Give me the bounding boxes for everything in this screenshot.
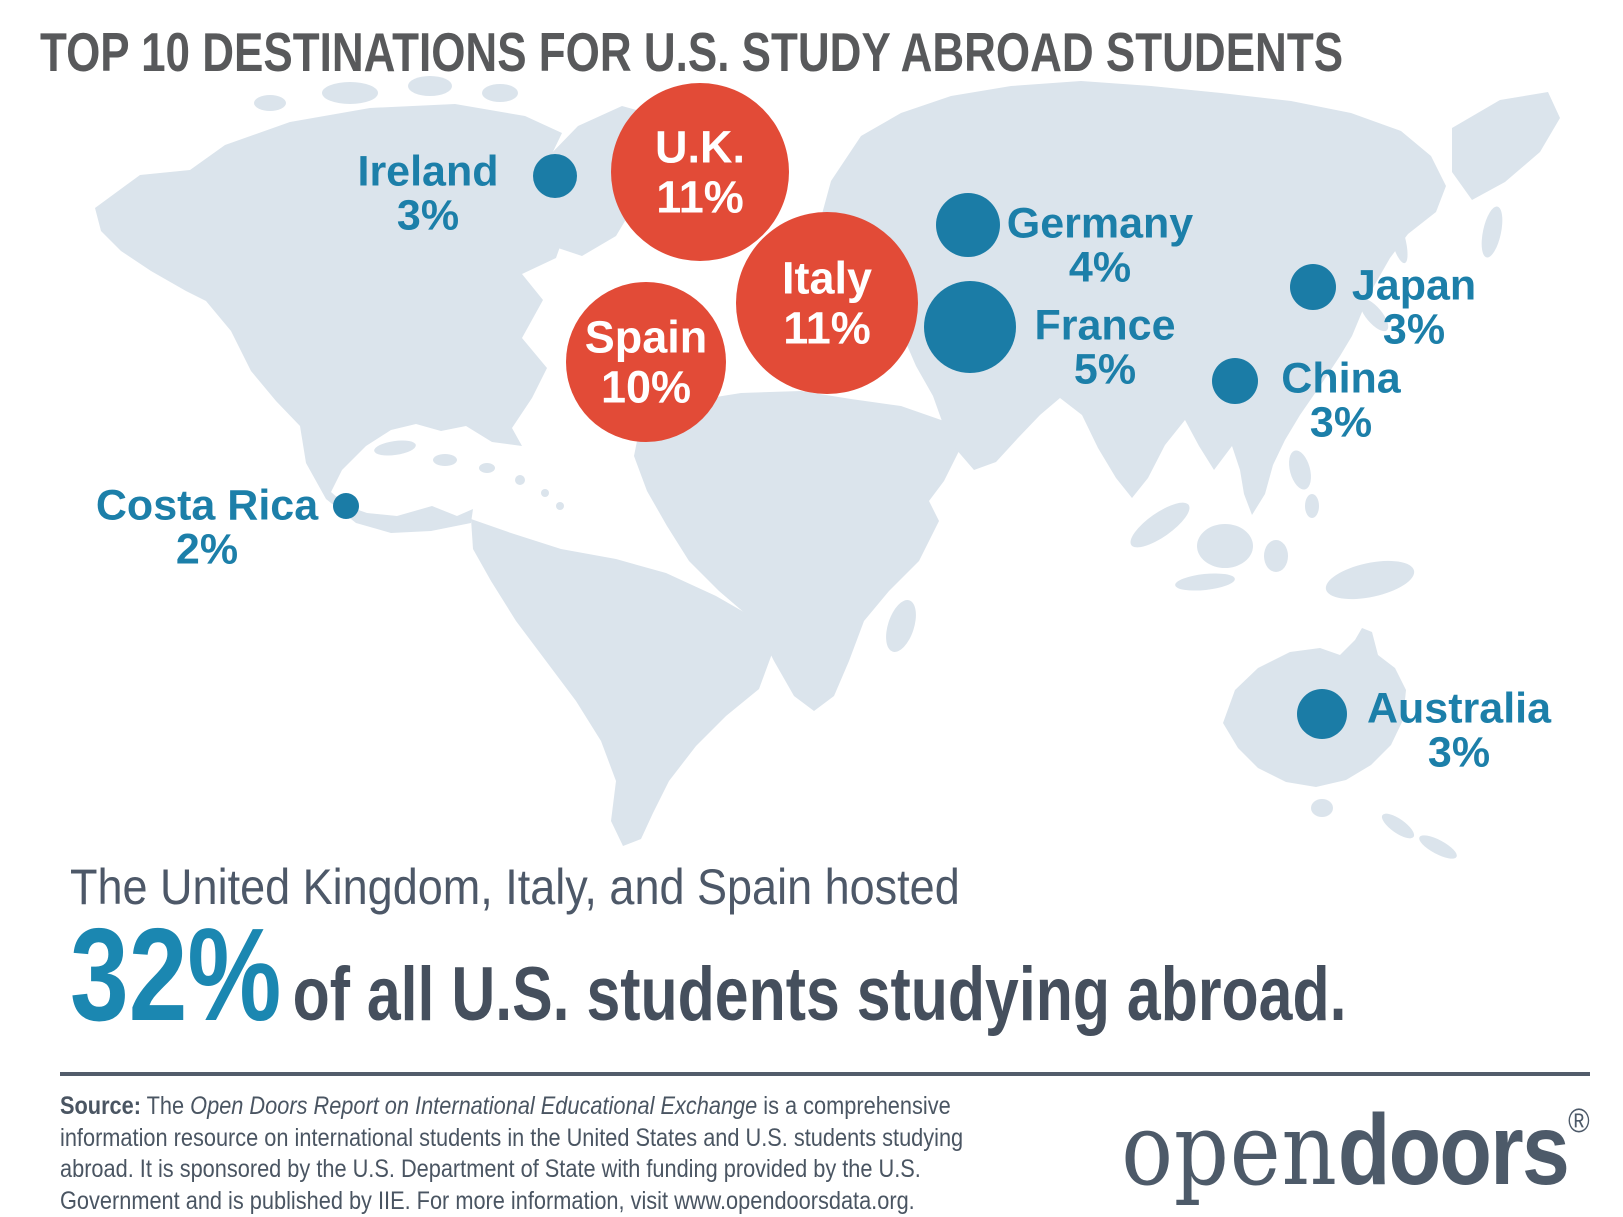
continent-north-america bbox=[95, 104, 568, 533]
logo-open-text: open bbox=[1121, 1091, 1339, 1208]
world-map bbox=[95, 76, 1560, 859]
continent-eurasia bbox=[816, 81, 1446, 515]
label-australia: Australia 3% bbox=[1366, 684, 1552, 777]
label-france: France 5% bbox=[1034, 301, 1176, 394]
bubble-germany bbox=[936, 193, 1000, 257]
divider-rule bbox=[60, 1072, 1590, 1076]
page-title: TOP 10 DESTINATIONS FOR U.S. STUDY ABROA… bbox=[40, 21, 1344, 83]
bubble-ireland bbox=[533, 154, 577, 198]
bubble-spain bbox=[566, 282, 726, 442]
bubble-france bbox=[924, 281, 1016, 373]
bubble-japan bbox=[1290, 264, 1336, 310]
label-china: China 3% bbox=[1281, 354, 1401, 447]
label-germany: Germany 4% bbox=[1006, 199, 1194, 292]
bubble-costa-rica bbox=[333, 493, 359, 519]
label-u-k: U.K. 11% bbox=[655, 121, 745, 222]
label-spain: Spain 10% bbox=[584, 311, 708, 412]
logo-doors-text: doors bbox=[1338, 1094, 1570, 1206]
continent-africa bbox=[634, 391, 959, 711]
label-costa-rica: Costa Rica 2% bbox=[95, 481, 319, 574]
bubble-italy bbox=[736, 212, 918, 394]
opendoors-logo: opendoors® bbox=[1122, 1100, 1590, 1201]
label-italy: Italy 11% bbox=[781, 252, 873, 353]
statement-rest: of all U.S. students studying abroad. bbox=[292, 952, 1347, 1037]
bubble-australia bbox=[1297, 689, 1347, 739]
label-japan: Japan 3% bbox=[1351, 261, 1477, 354]
bubble-u-k bbox=[611, 83, 789, 261]
registered-trademark-icon: ® bbox=[1568, 1102, 1590, 1140]
bubble-china bbox=[1212, 358, 1258, 404]
statement-row: 32% of all U.S. students studying abroad… bbox=[70, 901, 1347, 1048]
source-text: Source: The Open Doors Report on Interna… bbox=[60, 1092, 964, 1215]
continent-south-america bbox=[471, 519, 773, 846]
statement-intro: The United Kingdom, Italy, and Spain hos… bbox=[70, 859, 960, 915]
statement-stat: 32% bbox=[70, 901, 282, 1048]
label-ireland: Ireland 3% bbox=[357, 147, 499, 240]
